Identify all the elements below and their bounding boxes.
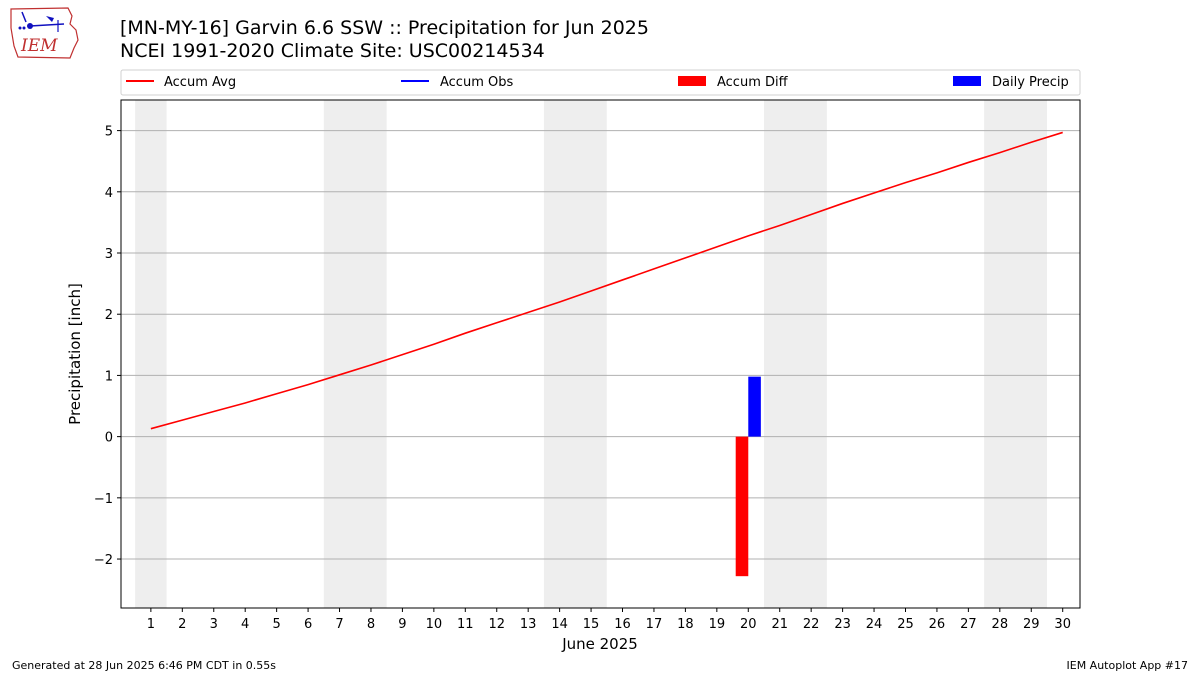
footer-app: IEM Autoplot App #17 [1066,659,1189,672]
y-tick-label: 3 [105,247,113,262]
weekend-band [764,100,827,608]
x-tick-label: 10 [426,617,443,632]
weekend-band [984,100,1047,608]
plot-frame [120,99,1081,609]
iem-logo: IEM [8,6,80,60]
weekend-band [543,100,607,608]
x-tick-label: 14 [551,617,568,632]
accum-avg-line [150,131,1063,430]
weekend-band [323,100,387,608]
legend-box [120,69,1081,96]
y-tick-label: 5 [105,125,113,140]
weekend-shading [135,100,1047,608]
daily-precip-bar [748,376,761,437]
grid-lines [121,130,1080,560]
x-tick-label: 28 [992,617,1009,632]
x-tick-label: 13 [520,617,537,632]
x-tick-label: 19 [709,617,726,632]
line-layer [150,131,1063,430]
x-tick-label: 22 [803,617,820,632]
chart-title: [MN-MY-16] Garvin 6.6 SSW :: Precipitati… [120,17,649,39]
x-tick-label: 21 [771,617,788,632]
x-tick-label: 20 [740,617,757,632]
x-tick-label: 26 [929,617,946,632]
y-tick-label: 0 [105,431,113,446]
x-tick-label: 4 [241,617,249,632]
x-tick-label: 6 [304,617,312,632]
chart-subtitle: NCEI 1991-2020 Climate Site: USC00214534 [120,40,545,62]
legend-label: Accum Diff [717,75,789,90]
y-axis: −2 −1 0 1 2 3 4 5 [94,125,121,568]
y-tick-label: 4 [105,186,113,201]
y-tick-label: −1 [94,492,113,507]
x-tick-label: 3 [210,617,218,632]
y-tick-label: 2 [105,308,113,323]
x-tick-label: 17 [646,617,663,632]
y-tick-label: −2 [94,553,113,568]
x-axis: 1 2 3 4 5 6 7 8 9 10 11 12 13 14 15 16 17 18 19 20 21 22 23 24 2… [147,608,1071,632]
x-tick-label: 9 [398,617,406,632]
bar-layer [735,376,761,577]
weekend-band [135,100,167,608]
x-tick-label: 15 [583,617,600,632]
y-axis-label: Precipitation [inch] [66,283,84,425]
legend-swatch-bar [953,76,981,86]
x-tick-label: 24 [866,617,883,632]
x-axis-label: June 2025 [561,635,638,653]
x-tick-label: 29 [1023,617,1040,632]
logo-text: IEM [20,36,58,56]
x-tick-label: 7 [335,617,343,632]
x-tick-label: 1 [147,617,155,632]
x-tick-label: 16 [614,617,631,632]
x-tick-label: 25 [897,617,914,632]
x-tick-label: 8 [367,617,375,632]
accum-diff-bar [735,436,749,577]
x-tick-label: 2 [178,617,186,632]
legend-label: Daily Precip [992,75,1069,90]
legend-label: Accum Obs [440,75,513,90]
legend-swatch-bar [678,76,706,86]
y-tick-label: 1 [105,369,113,384]
x-tick-label: 12 [488,617,505,632]
chart-legend: Accum Avg Accum Obs Accum Diff Daily Precip [120,69,1081,96]
x-tick-label: 23 [834,617,851,632]
x-tick-label: 18 [677,617,694,632]
x-tick-label: 30 [1054,617,1071,632]
footer-generated: Generated at 28 Jun 2025 6:46 PM CDT in … [12,659,277,672]
x-tick-label: 11 [457,617,474,632]
legend-label: Accum Avg [164,75,236,90]
x-tick-label: 5 [273,617,281,632]
x-tick-label: 27 [960,617,977,632]
